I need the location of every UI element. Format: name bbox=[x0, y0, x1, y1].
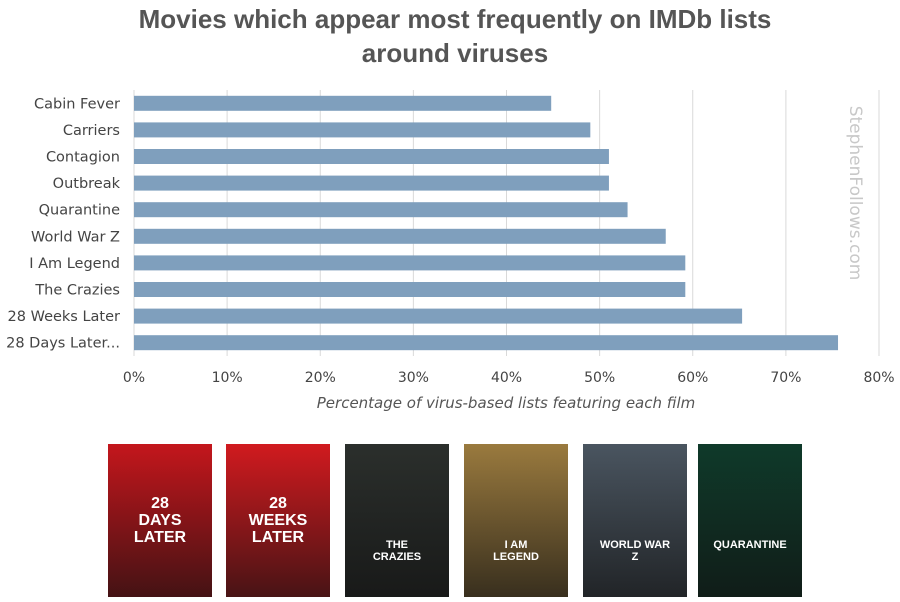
poster-title: 28 DAYS LATER bbox=[133, 495, 187, 546]
bar bbox=[134, 149, 609, 164]
chart-title-line-2: around viruses bbox=[361, 38, 549, 68]
bar-chart: Cabin Fever Carriers Contagion Outbreak Quar… bbox=[6, 90, 895, 412]
bar bbox=[134, 122, 591, 138]
x-tick-label: 20% bbox=[305, 370, 336, 386]
bar bbox=[134, 95, 552, 111]
x-tick-label: 80% bbox=[863, 370, 894, 386]
poster-quarantine: QUARANTINE bbox=[698, 444, 802, 597]
poster-title: I AM LEGEND bbox=[493, 539, 539, 563]
category-label: 28 Weeks Later bbox=[8, 309, 121, 325]
bar bbox=[134, 335, 839, 351]
x-tick-label: 50% bbox=[584, 370, 615, 386]
category-label: Cabin Fever bbox=[34, 96, 120, 112]
bar bbox=[134, 228, 666, 244]
category-label: Contagion bbox=[46, 150, 120, 166]
bar bbox=[134, 202, 628, 218]
category-label: Outbreak bbox=[53, 176, 121, 192]
poster-28-days-later: 28 DAYS LATER bbox=[108, 444, 212, 597]
category-label: Carriers bbox=[63, 123, 120, 139]
x-tick-label: 30% bbox=[398, 370, 429, 386]
bars bbox=[134, 95, 839, 351]
poster-title: THE CRAZIES bbox=[372, 539, 422, 563]
poster-title: 28 WEEKS LATER bbox=[248, 495, 308, 546]
poster-title: WORLD WAR Z bbox=[599, 539, 671, 563]
x-tick-label: 60% bbox=[677, 370, 708, 386]
poster-title: QUARANTINE bbox=[713, 539, 787, 551]
category-label: World War Z bbox=[31, 229, 120, 245]
x-tick-label: 10% bbox=[212, 370, 243, 386]
category-label: 28 Days Later... bbox=[6, 336, 120, 352]
poster-world-war-z: WORLD WAR Z bbox=[583, 444, 687, 597]
x-tick-labels: 0% 10% 20% 30% 40% 50% 60% 70% 80% bbox=[123, 370, 895, 386]
chart-title-line-1: Movies which appear most frequently on I… bbox=[138, 4, 772, 34]
x-axis-label: Percentage of virus-based lists featurin… bbox=[317, 394, 695, 412]
category-label: I Am Legend bbox=[29, 256, 120, 272]
bar bbox=[134, 255, 686, 271]
poster-the-crazies: THE CRAZIES bbox=[345, 444, 449, 597]
x-tick-label: 70% bbox=[770, 370, 801, 386]
watermark: StephenFollows.com bbox=[845, 106, 865, 281]
bar bbox=[134, 282, 686, 297]
x-tick-label: 0% bbox=[123, 370, 145, 386]
poster-i-am-legend: I AM LEGEND bbox=[464, 444, 568, 597]
poster-28-weeks-later: 28 WEEKS LATER bbox=[226, 444, 330, 597]
chart-title: Movies which appear most frequently on I… bbox=[60, 2, 850, 70]
bar bbox=[134, 308, 743, 324]
category-label: Quarantine bbox=[39, 203, 120, 219]
bar bbox=[134, 175, 609, 191]
category-label: The Crazies bbox=[34, 283, 120, 299]
x-tick-label: 40% bbox=[491, 370, 522, 386]
category-labels: Cabin Fever Carriers Contagion Outbreak Quar… bbox=[6, 96, 120, 351]
